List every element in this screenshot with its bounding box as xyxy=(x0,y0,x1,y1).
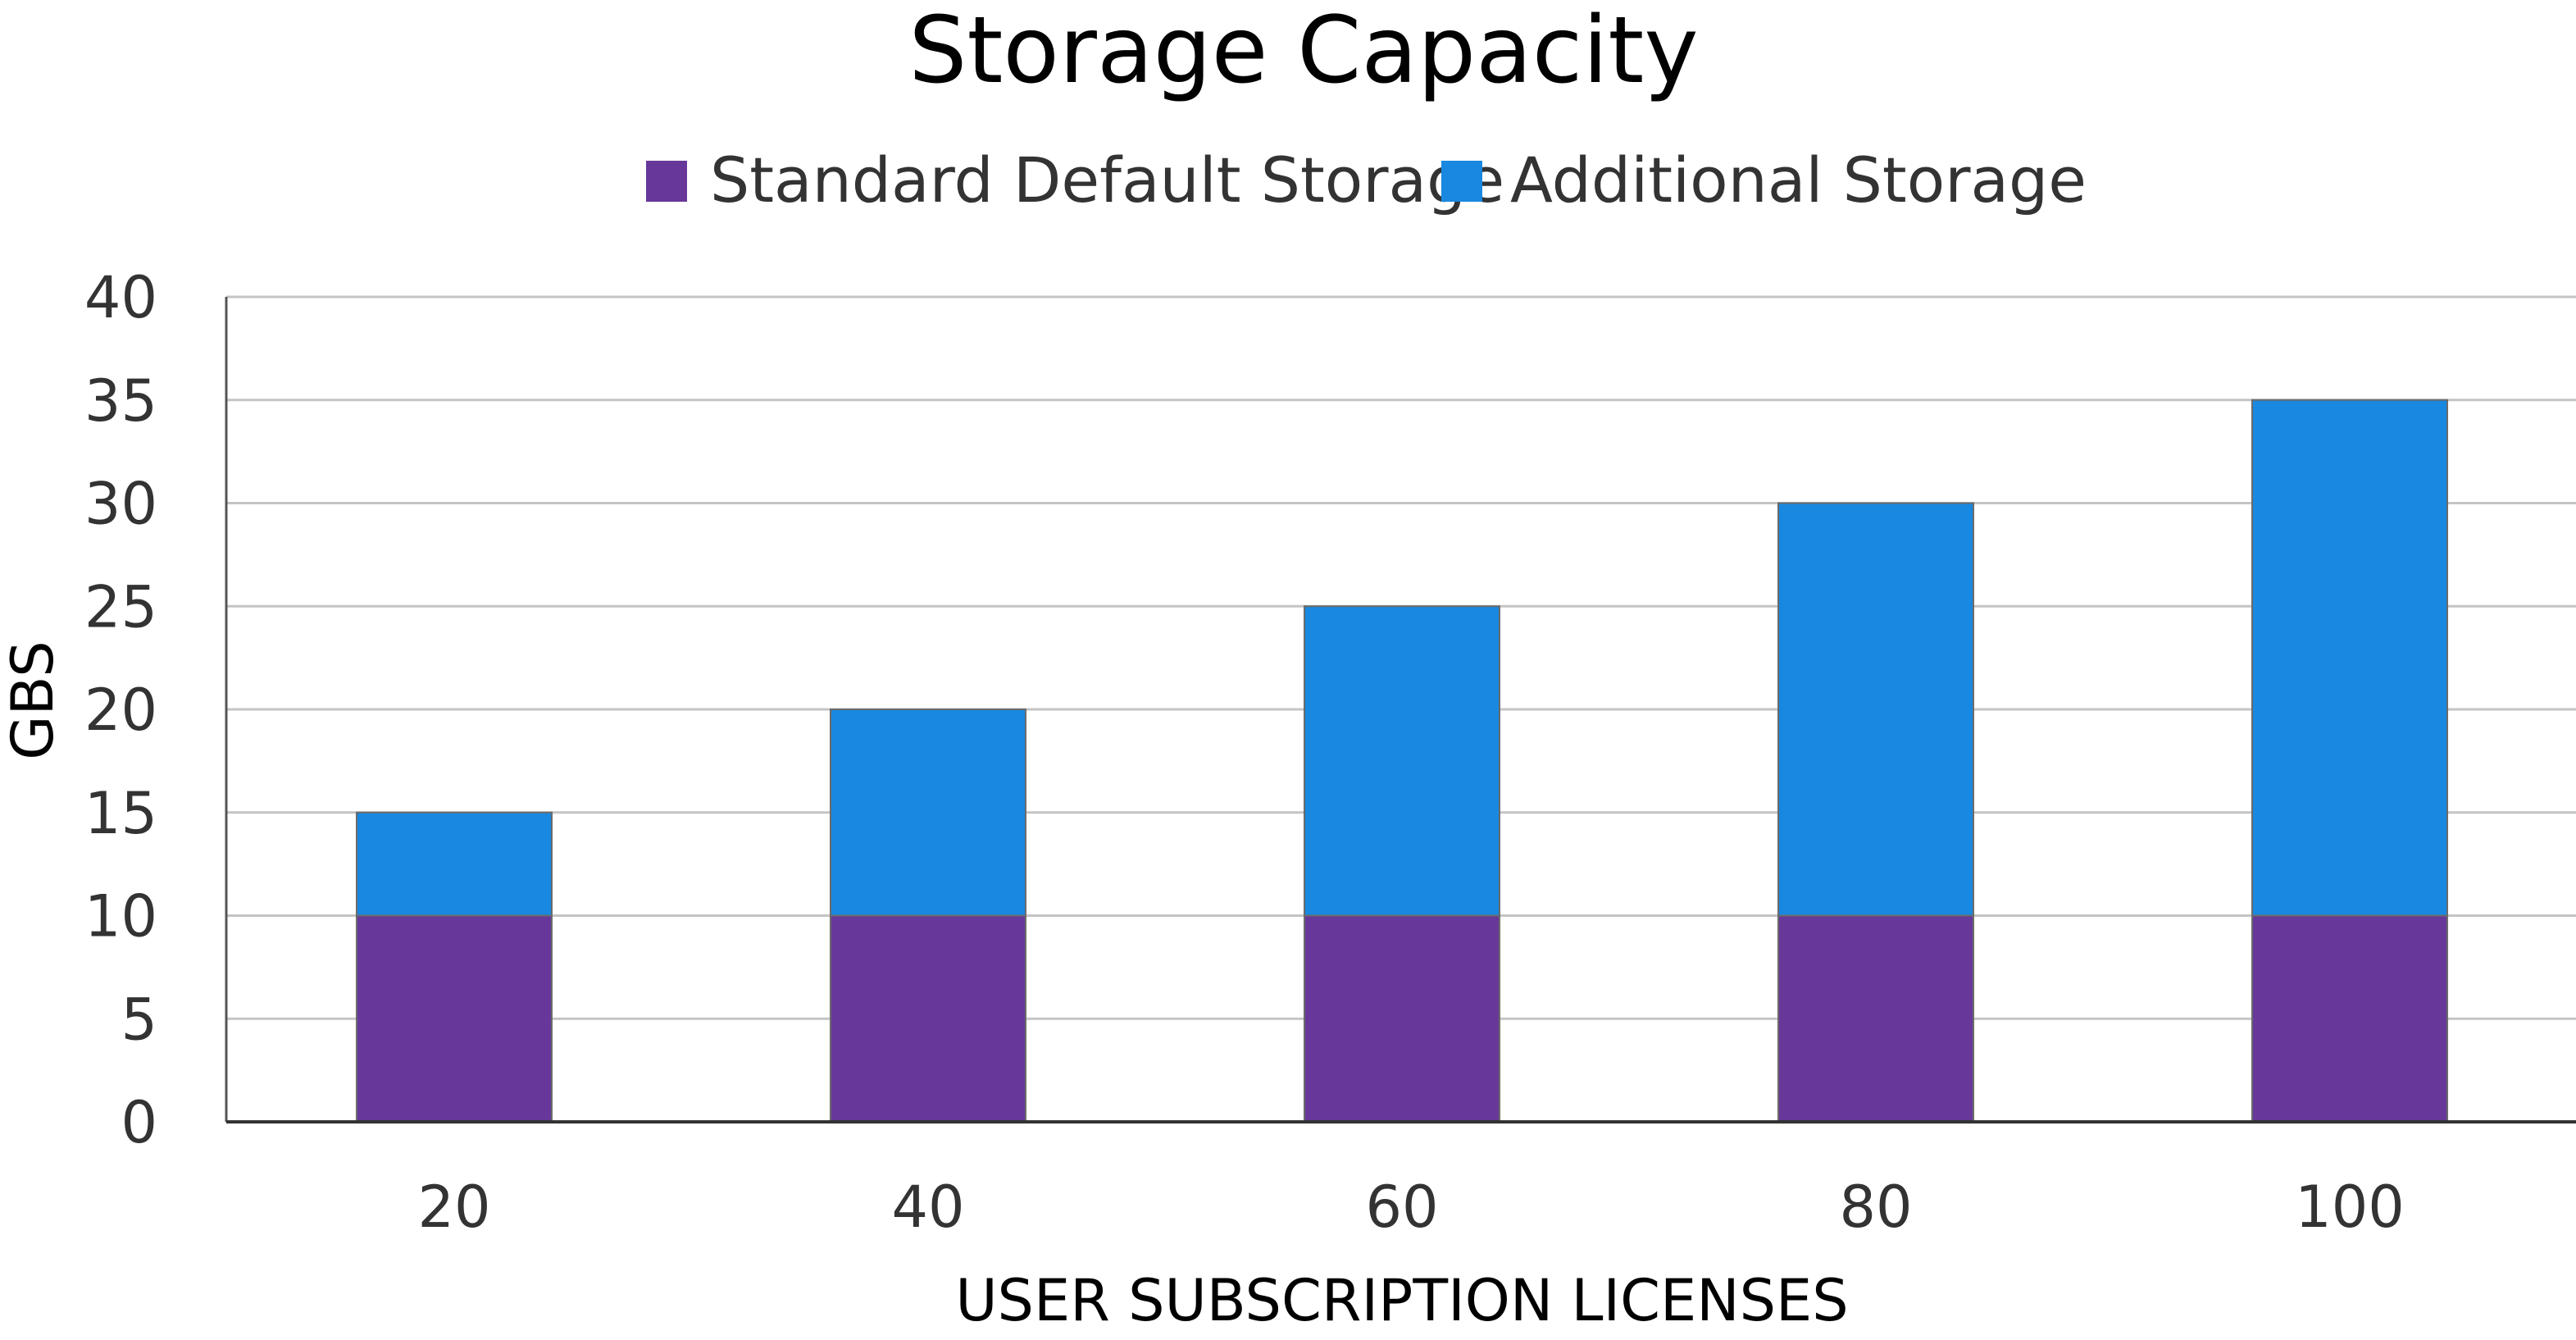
y-tick-label: 0 xyxy=(121,1089,157,1156)
bar-standard-80 xyxy=(1777,914,1974,1123)
legend-label-standard: Standard Default Storage xyxy=(710,144,1504,216)
legend-label-additional: Additional Storage xyxy=(1510,144,2087,216)
bar-additional-40 xyxy=(830,709,1026,917)
x-tick-labels: 20 40 60 80 100 xyxy=(417,1174,2404,1241)
y-tick-labels: 0 5 10 15 20 25 30 35 40 xyxy=(84,264,157,1156)
y-tick-label: 15 xyxy=(84,780,157,847)
legend-swatch-standard xyxy=(646,161,687,202)
x-tick-label: 40 xyxy=(891,1174,964,1241)
x-tick-label: 100 xyxy=(2295,1174,2405,1241)
x-tick-label: 20 xyxy=(417,1174,490,1241)
y-tick-label: 25 xyxy=(84,573,157,640)
bar-additional-80 xyxy=(1777,502,1974,917)
y-tick-label: 30 xyxy=(84,471,157,538)
y-tick-label: 35 xyxy=(84,367,157,435)
bar-additional-60 xyxy=(1304,605,1500,917)
y-axis-title: GBS xyxy=(0,640,66,759)
chart-title: Storage Capacity xyxy=(908,0,1698,104)
y-tick-label: 40 xyxy=(84,264,157,331)
bars xyxy=(356,399,2448,1123)
x-tick-label: 80 xyxy=(1839,1174,1912,1241)
bar-additional-20 xyxy=(356,811,553,917)
bar-standard-20 xyxy=(356,914,553,1123)
bar-standard-60 xyxy=(1304,914,1500,1123)
y-tick-label: 20 xyxy=(84,677,157,744)
bar-additional-100 xyxy=(2251,399,2448,917)
x-tick-label: 60 xyxy=(1365,1174,1438,1241)
legend: Standard Default Storage Additional Stor… xyxy=(646,144,2087,216)
bar-standard-40 xyxy=(830,914,1026,1123)
x-axis-title: USER SUBSCRIPTION LICENSES xyxy=(955,1267,1848,1334)
y-tick-label: 10 xyxy=(84,883,157,950)
y-tick-label: 5 xyxy=(121,986,157,1053)
legend-swatch-additional xyxy=(1441,161,1482,202)
bar-standard-100 xyxy=(2251,914,2448,1123)
